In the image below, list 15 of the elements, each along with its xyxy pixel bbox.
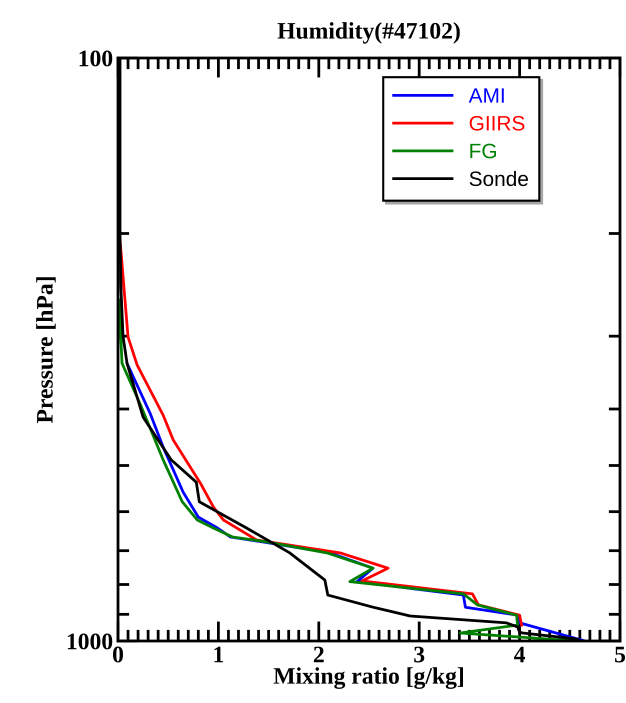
legend-label: Sonde bbox=[470, 170, 528, 186]
x-tick-label: 5 bbox=[615, 646, 626, 662]
x-tick-label: 1 bbox=[214, 646, 224, 662]
legend-label: FG bbox=[470, 144, 496, 158]
x-tick-label: 2 bbox=[314, 646, 324, 662]
x-axis-title: Mixing ratio [g/kg] bbox=[274, 667, 463, 689]
y-tick-label: 100 bbox=[80, 50, 112, 66]
x-tick-label: 3 bbox=[414, 646, 424, 662]
legend-label: GIIRS bbox=[470, 116, 524, 131]
x-tick-label: 0 bbox=[112, 646, 124, 662]
legend-label: AMI bbox=[468, 88, 504, 103]
chart-title: Humidity(#47102) bbox=[278, 22, 460, 44]
y-tick-label: 1000 bbox=[68, 633, 112, 650]
x-tick-label: 4 bbox=[514, 646, 526, 662]
y-axis-title: Pressure [hPa] bbox=[36, 277, 56, 424]
